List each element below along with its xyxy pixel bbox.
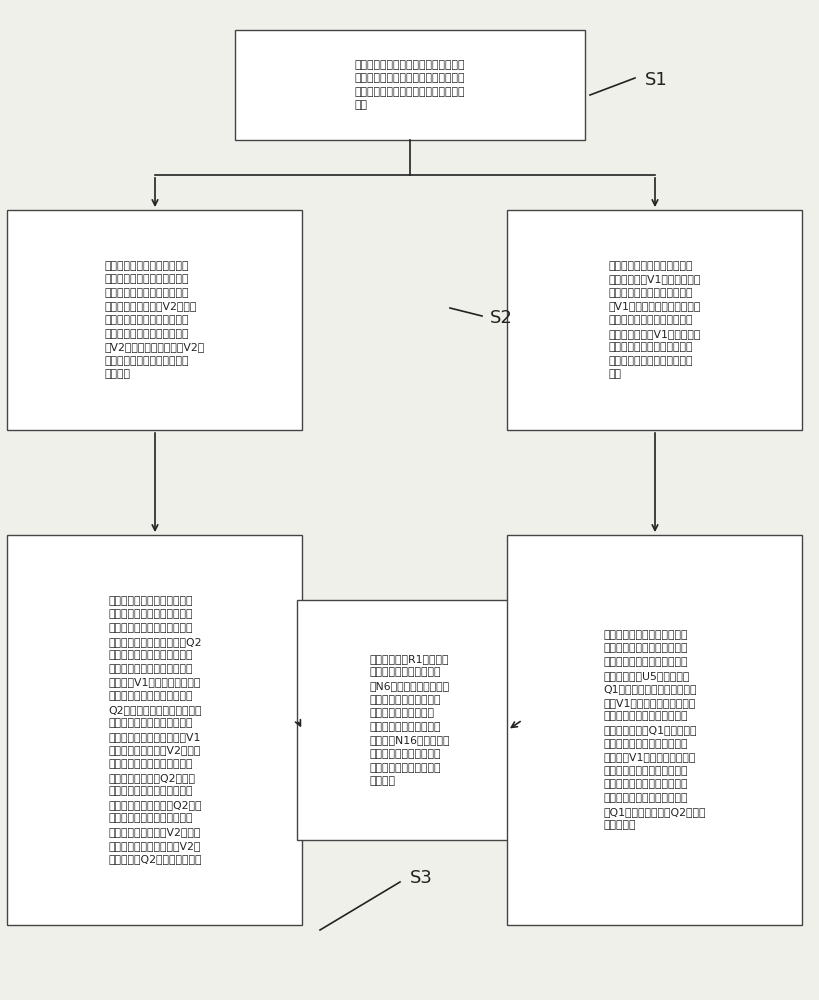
Bar — [7, 535, 302, 925]
Bar — [7, 210, 302, 430]
Bar — [507, 535, 802, 925]
Text: 功率耗散电阻R1上的电压
与第一基准电路运算放大
器N6的输出电压叠加并经
过电阻分压输出至第一误
差放大电路的反馈输入
端，也与第二基准电路运
算放大器N16: 功率耗散电阻R1上的电压 与第一基准电路运算放大 器N6的输出电压叠加并经 过电… — [369, 654, 450, 786]
Bar — [507, 210, 802, 430]
Text: 第一单体电压采样电路将单体采样电压
输出至下限比较电路，第二单体电压采
样电路将单体采样电压输出至电压选择
电路: 第一单体电压采样电路将单体采样电压 输出至下限比较电路，第二单体电压采 样电路将… — [355, 60, 464, 110]
Text: 第一误差放大电路将下限比较
电路输出电压与所述反馈输入
端的电压进行比较误差放大，
经过驱动电路U5驱动三极管
Q1，当单体电压小于预设基准
电压V1，下限比较: 第一误差放大电路将下限比较 电路输出电压与所述反馈输入 端的电压进行比较误差放大… — [603, 630, 705, 830]
Text: S3: S3 — [410, 869, 432, 887]
Text: 电压选择电路，由输入的单体
采样电压大小决定电压选择电
路的输出电压，当采样的单体
电压小于预设基准值V2时，输
出采样的单体电压值，当采样
的单体电压大于等于: 电压选择电路，由输入的单体 采样电压大小决定电压选择电 路的输出电压，当采样的单… — [105, 261, 205, 379]
Bar — [297, 600, 522, 840]
Bar — [235, 30, 584, 140]
Text: S2: S2 — [490, 309, 512, 327]
Text: S1: S1 — [645, 71, 667, 89]
Text: 下限比较电路将采样的单体电
压与基准电压V1进行比较，当
采样的单体电压小于预设基准
值V1时，下限比较电路输出零
电压，当采样的单体电压大于
等于预设基准值V: 下限比较电路将采样的单体电 压与基准电压V1进行比较，当 采样的单体电压小于预设… — [608, 261, 700, 379]
Text: 第二误差放大电路将电压选择
电路输出电压与反馈输入电压
进行比较误差放大，电压选择
电路的输出电压控制三极管Q2
的工作状态，当电压选择电路
输出单体采样电压且: 第二误差放大电路将电压选择 电路输出电压与反馈输入电压 进行比较误差放大，电压选… — [108, 596, 201, 864]
